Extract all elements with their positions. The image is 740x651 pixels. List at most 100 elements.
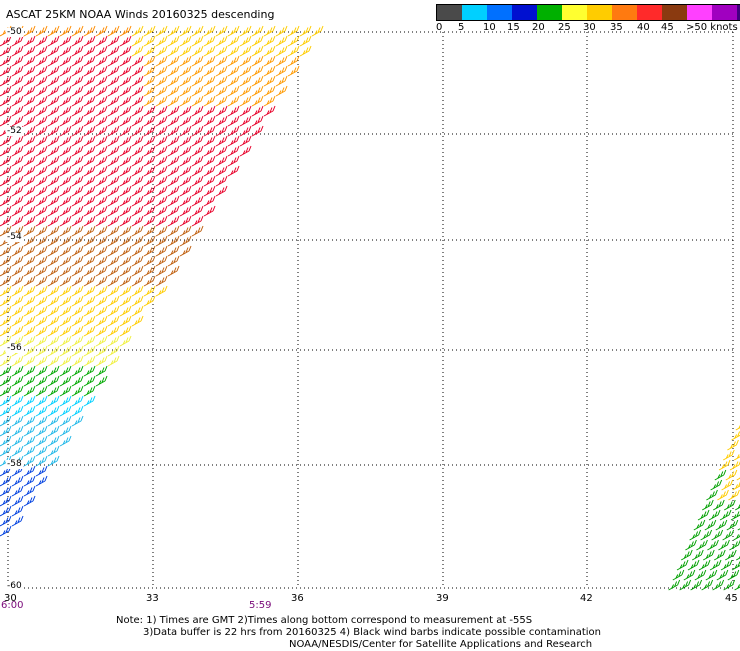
wind-barb bbox=[59, 25, 72, 37]
wind-barb bbox=[203, 35, 216, 47]
wind-barb bbox=[119, 305, 132, 317]
wind-barb bbox=[23, 145, 36, 157]
wind-barb bbox=[275, 75, 288, 87]
wind-barb bbox=[0, 165, 12, 177]
wind-barb bbox=[35, 335, 48, 347]
wind-barb bbox=[203, 45, 216, 57]
wind-barb bbox=[95, 255, 108, 267]
wind-barb bbox=[179, 25, 192, 37]
wind-barb bbox=[107, 235, 120, 247]
wind-barb bbox=[35, 125, 48, 137]
wind-barb bbox=[191, 65, 204, 77]
wind-barb bbox=[191, 135, 204, 147]
wind-barb bbox=[59, 155, 72, 167]
wind-barb bbox=[275, 25, 288, 37]
wind-barb bbox=[107, 355, 120, 367]
wind-barb bbox=[11, 445, 24, 457]
wind-barb bbox=[23, 485, 36, 497]
wind-barb bbox=[71, 245, 84, 257]
wind-barb bbox=[95, 25, 108, 37]
wind-barb bbox=[47, 155, 60, 167]
wind-barb bbox=[717, 489, 729, 501]
wind-barb bbox=[11, 75, 24, 87]
wind-barb bbox=[275, 45, 288, 57]
wind-barb bbox=[35, 155, 48, 167]
scale-label: 10 bbox=[483, 22, 496, 33]
wind-barb bbox=[23, 405, 36, 417]
wind-barb bbox=[71, 395, 84, 407]
wind-barb bbox=[263, 75, 276, 87]
wind-barb bbox=[167, 55, 180, 67]
wind-barb bbox=[11, 515, 24, 527]
wind-barb bbox=[191, 165, 204, 177]
wind-barb bbox=[191, 215, 204, 227]
wind-barb bbox=[35, 315, 48, 327]
wind-barb bbox=[0, 195, 12, 207]
wind-barb bbox=[35, 465, 48, 477]
wind-barb bbox=[95, 205, 108, 217]
wind-barb bbox=[179, 65, 192, 77]
wind-barb bbox=[71, 195, 84, 207]
wind-barb bbox=[107, 185, 120, 197]
wind-barb bbox=[11, 375, 24, 387]
scale-swatch bbox=[637, 5, 662, 20]
wind-barb bbox=[71, 95, 84, 107]
wind-barb bbox=[0, 45, 12, 57]
wind-barb bbox=[215, 95, 228, 107]
wind-barb bbox=[179, 35, 192, 47]
wind-barb bbox=[239, 135, 252, 147]
wind-barb bbox=[191, 105, 204, 117]
wind-barb bbox=[23, 345, 36, 357]
wind-swath-east bbox=[668, 424, 740, 591]
wind-barb bbox=[203, 155, 216, 167]
wind-barb bbox=[11, 115, 24, 127]
wind-barb bbox=[0, 215, 12, 227]
wind-barb bbox=[35, 235, 48, 247]
wind-barb bbox=[730, 511, 740, 521]
wind-barb bbox=[35, 85, 48, 97]
wind-barb bbox=[131, 135, 144, 147]
wind-barb bbox=[11, 85, 24, 97]
wind-barb bbox=[732, 481, 740, 491]
wind-barb bbox=[729, 461, 740, 471]
wind-barb bbox=[11, 55, 24, 67]
wind-swath-west bbox=[0, 25, 324, 537]
wind-barb bbox=[0, 485, 12, 497]
wind-barb bbox=[155, 75, 168, 87]
wind-barb bbox=[179, 135, 192, 147]
wind-barb bbox=[35, 255, 48, 267]
wind-barb bbox=[263, 95, 276, 107]
wind-barb bbox=[191, 175, 204, 187]
wind-barb bbox=[0, 505, 12, 517]
wind-barb bbox=[263, 35, 276, 47]
wind-barb bbox=[131, 85, 144, 97]
wind-barb bbox=[0, 295, 12, 307]
wind-barb bbox=[263, 105, 276, 117]
wind-barb bbox=[731, 431, 740, 441]
wind-barb bbox=[167, 225, 180, 237]
wind-barb bbox=[713, 549, 726, 561]
wind-barb bbox=[131, 145, 144, 157]
scale-label: 40 bbox=[637, 22, 650, 33]
wind-barb bbox=[11, 175, 24, 187]
lat-label: -50 bbox=[6, 27, 23, 37]
map-grid bbox=[7, 31, 734, 589]
wind-barb bbox=[71, 155, 84, 167]
lon-label: 33 bbox=[146, 593, 159, 604]
scale-swatch bbox=[662, 5, 687, 20]
wind-barb bbox=[107, 25, 120, 37]
wind-barb bbox=[95, 35, 108, 47]
wind-barb bbox=[239, 65, 252, 77]
wind-barb bbox=[11, 335, 24, 347]
wind-barb bbox=[35, 175, 48, 187]
wind-barb bbox=[11, 255, 24, 267]
wind-barb bbox=[83, 105, 96, 117]
wind-barb bbox=[59, 415, 72, 427]
wind-barb bbox=[107, 105, 120, 117]
wind-barb bbox=[59, 225, 72, 237]
wind-barb bbox=[131, 185, 144, 197]
wind-barb bbox=[23, 235, 36, 247]
wind-barb bbox=[95, 185, 108, 197]
wind-barb bbox=[95, 225, 108, 237]
wind-barb bbox=[696, 539, 708, 551]
